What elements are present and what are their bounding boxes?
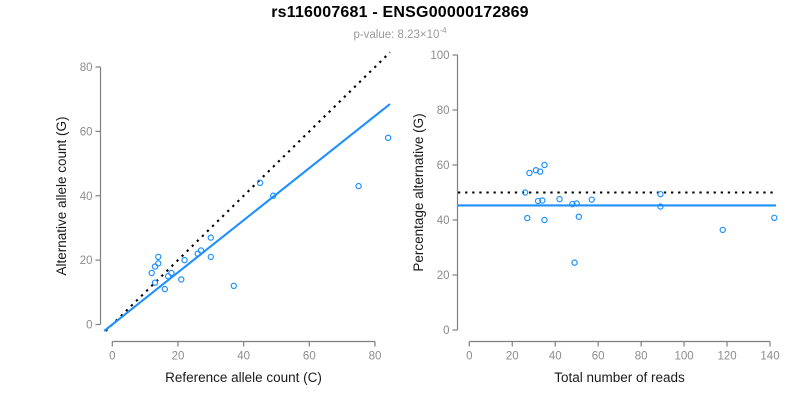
data-point bbox=[207, 253, 215, 261]
x-tick-label: 60 bbox=[303, 351, 316, 363]
y-axis-title: Alternative allele count (G) bbox=[54, 116, 69, 275]
pvalue-text: p-value: 8.23×10 bbox=[353, 28, 440, 41]
data-point bbox=[181, 256, 188, 264]
data-point bbox=[526, 169, 533, 177]
x-axis: 0 20 40 60 80 100 120 140 bbox=[466, 340, 780, 363]
y-tick-label: 60 bbox=[80, 126, 93, 138]
x-axis: 0 20 40 60 80 bbox=[109, 340, 382, 363]
data-point bbox=[657, 203, 664, 210]
y-tick-label: 80 bbox=[437, 105, 450, 117]
y-tick-label: 100 bbox=[430, 50, 449, 62]
data-point bbox=[155, 253, 162, 261]
data-point bbox=[719, 226, 726, 234]
data-point bbox=[155, 260, 162, 267]
data-point bbox=[230, 282, 237, 290]
x-axis-title: Total number of reads bbox=[554, 370, 685, 385]
data-point bbox=[178, 276, 185, 283]
data-point bbox=[541, 161, 548, 169]
percentage-vs-reads-scatter: 0 20 40 60 80 100 0 20 40 60 80 100 120 140 Total numb… bbox=[411, 50, 780, 385]
x-tick-label: 20 bbox=[172, 351, 185, 363]
data-point bbox=[151, 279, 159, 286]
data-point bbox=[161, 285, 169, 293]
page-title: rs116007681 - ENSG00000172869 bbox=[271, 4, 529, 21]
data-point bbox=[355, 182, 362, 190]
x-tick-label: 100 bbox=[674, 351, 693, 363]
y-tick-label: 0 bbox=[443, 325, 449, 337]
x-tick-label: 60 bbox=[592, 351, 605, 363]
x-tick-label: 80 bbox=[369, 351, 382, 363]
data-point bbox=[524, 214, 531, 222]
data-point bbox=[256, 179, 264, 187]
data-point bbox=[148, 269, 155, 277]
data-point bbox=[588, 196, 595, 203]
x-tick-label: 40 bbox=[549, 351, 562, 363]
data-point bbox=[270, 192, 277, 199]
data-point bbox=[164, 273, 172, 280]
data-point bbox=[556, 195, 563, 203]
fit-line bbox=[103, 103, 391, 332]
figure-header: rs116007681 - ENSG00000172869 p-value: 8… bbox=[0, 0, 800, 41]
x-tick-label: 80 bbox=[635, 351, 648, 363]
data-point bbox=[575, 213, 583, 220]
y-tick-label: 40 bbox=[437, 215, 450, 227]
data-point bbox=[657, 190, 664, 198]
data-point bbox=[573, 200, 580, 207]
data-point bbox=[569, 200, 576, 208]
data-point bbox=[197, 247, 205, 254]
data-points bbox=[521, 161, 778, 266]
data-point bbox=[771, 214, 778, 221]
y-tick-label: 20 bbox=[437, 270, 450, 282]
x-tick-label: 20 bbox=[506, 351, 519, 363]
data-point bbox=[194, 250, 201, 257]
data-point bbox=[539, 197, 546, 204]
y-axis-title: Percentage alternative (G) bbox=[411, 113, 426, 271]
x-tick-label: 40 bbox=[237, 351, 250, 363]
identity-line bbox=[104, 51, 391, 332]
y-tick-label: 0 bbox=[86, 320, 92, 332]
data-point bbox=[151, 263, 159, 270]
y-axis: 0 20 40 60 80 100 bbox=[430, 50, 459, 337]
y-tick-label: 60 bbox=[437, 160, 450, 172]
pvalue-subtitle: p-value: 8.23×10-4 bbox=[0, 26, 800, 41]
x-tick-label: 140 bbox=[760, 351, 779, 363]
data-point bbox=[571, 259, 578, 266]
data-point bbox=[536, 168, 544, 175]
data-point bbox=[207, 234, 215, 241]
x-tick-label: 120 bbox=[717, 351, 736, 363]
data-point bbox=[541, 216, 548, 224]
y-axis: 0 20 40 60 80 bbox=[80, 62, 102, 332]
data-points bbox=[148, 134, 392, 293]
x-tick-label: 0 bbox=[109, 351, 115, 363]
data-point bbox=[521, 189, 529, 196]
y-tick-label: 40 bbox=[80, 191, 93, 203]
x-tick-label: 0 bbox=[466, 351, 472, 363]
data-point bbox=[534, 197, 542, 205]
pvalue-exponent: -4 bbox=[439, 26, 447, 35]
y-tick-label: 20 bbox=[80, 255, 93, 267]
data-point bbox=[168, 269, 175, 277]
y-tick-label: 80 bbox=[80, 62, 93, 74]
data-point bbox=[384, 134, 392, 142]
x-axis-title: Reference allele count (C) bbox=[165, 370, 322, 385]
allele-counts-scatter: 0 20 40 60 80 0 20 40 60 80 Reference allele count… bbox=[54, 51, 392, 385]
